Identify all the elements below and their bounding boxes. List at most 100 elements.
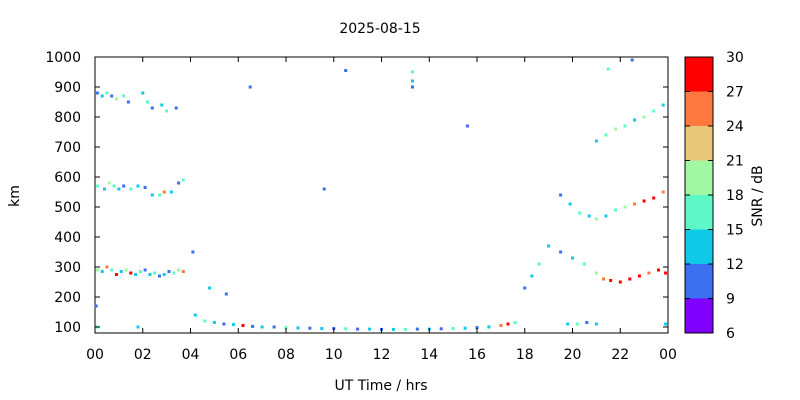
data-point [661,103,665,107]
data-point [602,277,605,281]
data-point [248,85,252,89]
data-point [559,250,563,254]
data-point [537,262,541,266]
data-point [95,268,99,272]
data-point [143,186,147,189]
colorbar-tick-label: 24 [726,119,744,135]
data-point [465,124,469,128]
colorbar-label: SNR / dB [750,165,766,226]
colorbar: 6 9 12 15 18 21 24 27 30 [684,50,744,342]
x-axis-label: UT Time / hrs [334,378,427,394]
data-point [95,91,99,95]
data-point [415,327,419,331]
data-point [100,94,104,98]
data-point [633,202,637,206]
data-point [167,270,171,273]
data-point [356,327,360,331]
x-tick-label: 18 [516,347,534,363]
x-tick-label: 08 [277,347,295,363]
data-point [136,325,140,329]
data-point [193,313,197,317]
data-point [126,100,130,104]
data-point [181,270,185,273]
data-point [95,184,99,188]
data-point [224,292,228,296]
x-tick-label: 00 [659,347,677,363]
data-point [143,268,147,272]
data-point [158,193,161,197]
data-point [344,69,348,72]
data-point [296,326,300,330]
data-point [105,265,109,269]
data-point [122,184,126,188]
y-tick-label: 800 [54,110,81,126]
data-point [251,324,255,328]
data-point [322,187,326,191]
x-tick-label: 20 [564,347,582,363]
data-point [208,286,212,290]
data-point [320,327,324,330]
data-point [141,91,145,95]
data-point [623,124,627,128]
colorbar-segment [685,298,713,333]
data-point [578,211,582,215]
data-point [647,271,651,275]
data-point [604,214,608,218]
data-point [664,271,668,275]
data-point [136,184,140,188]
data-point [559,193,563,197]
colorbar-tick-label: 30 [726,50,744,66]
x-tick-label: 14 [420,347,438,363]
data-point [169,190,173,194]
data-point [158,274,161,278]
data-point [138,270,142,273]
data-point [174,106,178,110]
x-tick-label: 10 [325,347,343,363]
colorbar-segment [685,91,713,126]
data-point [411,85,414,89]
colorbar-tick-label: 9 [726,292,735,308]
data-point [148,273,152,276]
data-point [614,208,617,212]
data-point [547,244,551,248]
data-point [582,262,586,266]
data-point [630,58,634,62]
data-point [664,322,668,326]
data-point [566,322,570,326]
data-point [284,326,288,330]
data-point [463,326,467,330]
data-point [618,280,622,284]
data-point [260,325,264,329]
data-point [177,268,181,272]
data-point [232,323,235,327]
data-point [124,268,128,272]
data-point [391,327,395,331]
colorbar-segment [685,160,713,195]
data-point [115,97,118,101]
data-point [499,324,503,327]
data-point [119,270,123,273]
data-point [606,67,610,71]
data-point [129,271,133,275]
data-point [308,326,312,330]
data-point [523,286,527,290]
colorbar-segment [685,126,713,161]
data-point [177,181,181,185]
y-tick-label: 300 [54,260,81,276]
data-point [661,190,665,194]
data-point [411,79,414,83]
data-point [571,256,574,260]
data-point [344,327,348,331]
data-point [203,319,207,323]
data-point [475,326,479,330]
data-point [530,274,534,278]
data-point [129,187,133,191]
data-point [212,321,216,324]
data-point [642,115,646,119]
colorbar-segment [685,264,713,299]
data-point [411,70,414,74]
data-point [633,118,637,122]
data-point [487,325,491,329]
